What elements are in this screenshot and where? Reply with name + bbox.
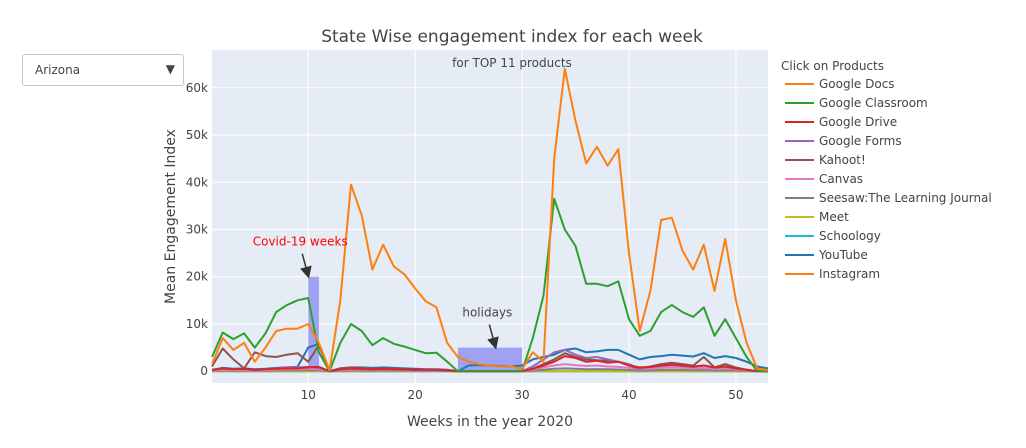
legend-title: Click on Products: [781, 59, 884, 73]
y-tick-label: 10k: [186, 317, 208, 331]
axis-ticks: 0 10k 20k 30k 40k 50k 60k 10 20 30 40 50: [186, 81, 744, 402]
x-tick-label: 20: [408, 388, 423, 402]
plot-background: [212, 50, 768, 383]
legend-label: YouTube: [818, 248, 868, 262]
annotation-label: Covid-19 weeks: [253, 235, 348, 249]
legend-item-youtube[interactable]: YouTube: [785, 248, 868, 262]
legend-item-kahoot-[interactable]: Kahoot!: [785, 153, 866, 167]
state-dropdown-value: Arizona: [35, 63, 81, 77]
legend-label: Google Docs: [819, 77, 895, 91]
series-line-google-classroom[interactable]: [211, 197, 768, 373]
legend-item-seesaw-the-learning-journal[interactable]: Seesaw:The Learning Journal: [785, 191, 992, 205]
annotation-arrow: [487, 324, 499, 350]
annotation-label: holidays: [462, 306, 512, 320]
legend-label: Canvas: [819, 172, 863, 186]
annotations: Covid-19 weeks holidays: [253, 235, 512, 350]
legend-item-canvas[interactable]: Canvas: [785, 172, 863, 186]
y-tick-label: 40k: [186, 175, 208, 189]
y-tick-label: 60k: [186, 81, 208, 95]
legend-item-meet[interactable]: Meet: [785, 210, 849, 224]
legend-item-google-forms[interactable]: Google Forms: [785, 134, 902, 148]
legend-label: Kahoot!: [819, 153, 866, 167]
legend-label: Instagram: [819, 267, 880, 281]
y-tick-label: 50k: [186, 128, 208, 142]
legend-label: Schoology: [819, 229, 881, 243]
legend-item-google-drive[interactable]: Google Drive: [785, 115, 897, 129]
x-tick-label: 50: [728, 388, 743, 402]
y-axis-label: Mean Engagement Index: [163, 129, 179, 304]
y-tick-label: 0: [200, 364, 208, 378]
legend-label: Google Drive: [819, 115, 897, 129]
x-tick-label: 40: [621, 388, 636, 402]
chart-title: State Wise engagement index for each wee…: [321, 27, 703, 47]
x-tick-label: 10: [301, 388, 316, 402]
legend-item-instagram[interactable]: Instagram: [785, 267, 880, 281]
legend-label: Google Classroom: [819, 96, 928, 110]
chart-subtitle: for TOP 11 products: [452, 56, 572, 70]
legend-label: Google Forms: [819, 134, 902, 148]
legend-item-google-docs[interactable]: Google Docs: [785, 77, 895, 91]
legend-item-schoology[interactable]: Schoology: [785, 229, 881, 243]
annotation-arrow: [300, 253, 312, 279]
series-lines: [211, 67, 769, 373]
y-tick-label: 20k: [186, 270, 208, 284]
legend: Click on Products Google Docs Google Clas…: [781, 59, 992, 281]
series-line-google-docs[interactable]: [211, 67, 769, 372]
legend-label: Seesaw:The Learning Journal: [819, 191, 992, 205]
y-tick-label: 30k: [186, 222, 208, 236]
chevron-down-icon: ▼: [165, 62, 175, 76]
x-tick-label: 30: [514, 388, 529, 402]
legend-label: Meet: [819, 210, 849, 224]
state-dropdown[interactable]: Arizona ▼: [22, 54, 184, 86]
legend-item-google-classroom[interactable]: Google Classroom: [785, 96, 928, 110]
x-axis-label: Weeks in the year 2020: [407, 414, 573, 430]
